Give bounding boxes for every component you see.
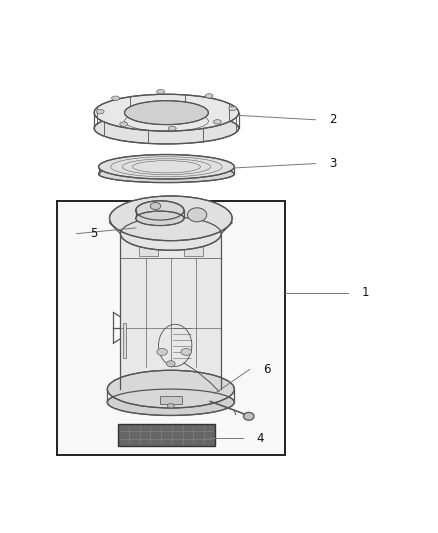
Ellipse shape bbox=[94, 94, 239, 131]
Ellipse shape bbox=[120, 122, 127, 126]
Bar bbox=[160, 396, 182, 404]
Text: 4: 4 bbox=[257, 432, 265, 445]
Ellipse shape bbox=[157, 349, 167, 356]
Ellipse shape bbox=[99, 165, 234, 183]
Ellipse shape bbox=[157, 90, 165, 94]
Ellipse shape bbox=[110, 196, 232, 241]
Ellipse shape bbox=[167, 403, 174, 408]
Ellipse shape bbox=[94, 112, 239, 144]
Text: 3: 3 bbox=[329, 157, 336, 170]
Ellipse shape bbox=[120, 217, 221, 251]
Text: 5: 5 bbox=[91, 227, 98, 240]
Bar bbox=[138, 238, 158, 255]
Bar bbox=[123, 324, 126, 359]
Ellipse shape bbox=[187, 208, 207, 222]
Ellipse shape bbox=[107, 389, 234, 415]
Ellipse shape bbox=[99, 155, 234, 179]
Ellipse shape bbox=[229, 106, 237, 111]
Ellipse shape bbox=[107, 370, 234, 408]
Ellipse shape bbox=[181, 349, 191, 356]
Text: 6: 6 bbox=[263, 363, 271, 376]
Ellipse shape bbox=[166, 361, 175, 367]
Ellipse shape bbox=[150, 203, 161, 209]
Ellipse shape bbox=[136, 201, 184, 220]
Ellipse shape bbox=[96, 109, 104, 114]
Ellipse shape bbox=[124, 101, 208, 125]
Bar bbox=[184, 238, 203, 255]
Bar bbox=[118, 424, 215, 446]
Ellipse shape bbox=[112, 96, 120, 100]
Text: 1: 1 bbox=[362, 286, 370, 300]
Ellipse shape bbox=[244, 413, 254, 420]
Ellipse shape bbox=[213, 120, 221, 124]
Bar bbox=[57, 201, 285, 455]
Ellipse shape bbox=[205, 94, 213, 98]
Ellipse shape bbox=[168, 126, 176, 131]
Ellipse shape bbox=[136, 211, 184, 225]
Text: 2: 2 bbox=[329, 114, 337, 126]
